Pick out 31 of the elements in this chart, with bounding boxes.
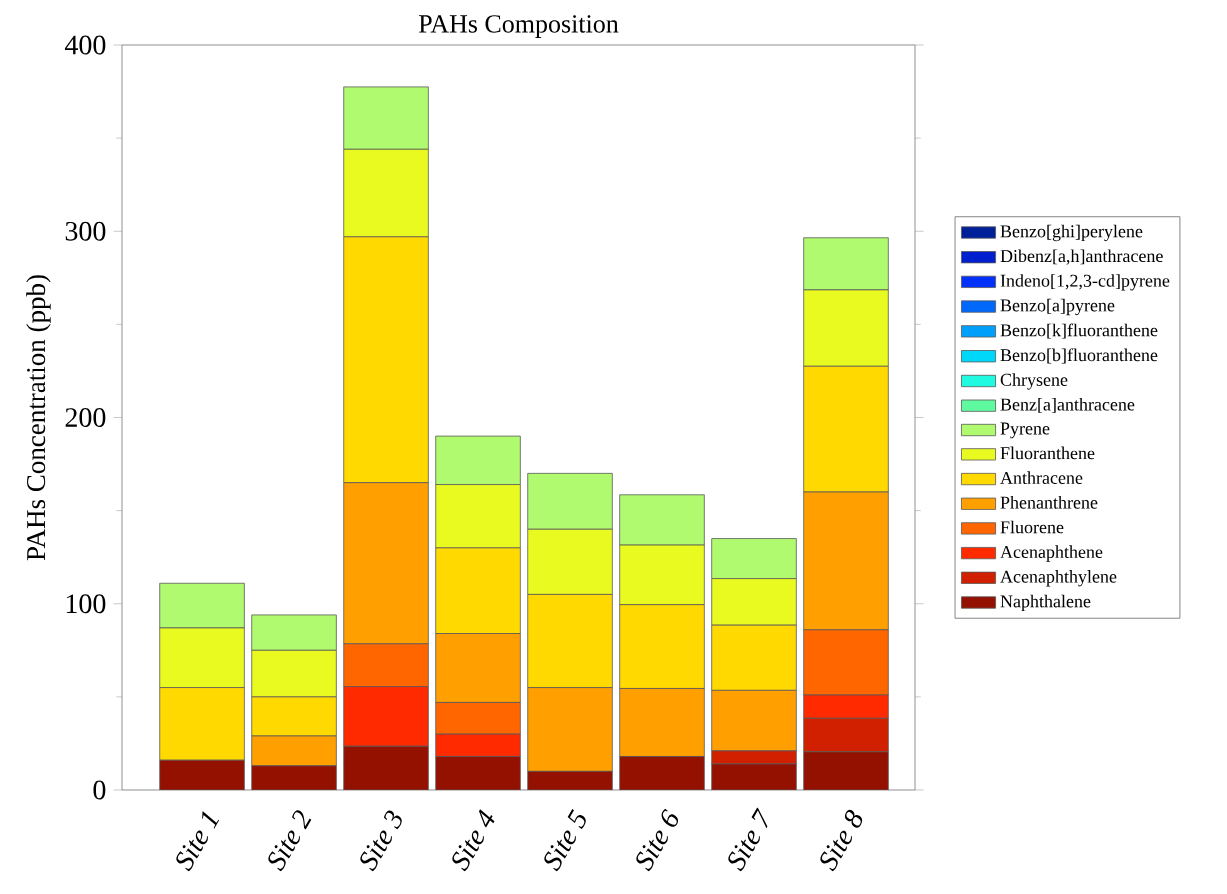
legend-label: Phenanthrene [1000,496,1098,509]
y-tick-label: 400 [64,35,106,55]
legend-label: Acenaphthylene [1000,570,1117,587]
legend-label: Indeno[1,2,3-cd]pyrene [1000,274,1170,291]
legend-label: Benz[a]anthracene [1000,397,1135,413]
legend-label: Chrysene [1000,373,1068,390]
legend-label: Pyrene [1000,422,1050,439]
legend-label: Benzo[k]fluoranthene [1000,323,1158,339]
x-tick-label: Site 5 [544,808,586,872]
legend-label: Benzo[a]pyrene [1000,298,1115,316]
y-tick-label: 0 [93,780,106,800]
legend-label: Fluoranthene [1000,446,1095,460]
x-tick-label: Site 3 [360,810,402,872]
x-tick-label: Site 7 [728,807,768,872]
y-tick-label: 200 [65,408,106,427]
legend-label: Anthracene [1000,471,1083,484]
x-tick-label: Site 1 [176,811,220,872]
y-axis-title: PAHs Concentration (ppb) [26,275,51,561]
legend-label: Benzo[b]fluoranthene [1000,348,1158,364]
legend-label: Acenaphthene [1000,545,1103,562]
x-tick-label: Site 4 [452,809,495,872]
legend-label: Naphthalene [1000,594,1091,612]
legend-label: Fluorene [1000,520,1064,534]
legend-label: Dibenz[a,h]anthracene [1000,249,1163,265]
chart-title: PAHs Composition [418,15,619,38]
legend-label: Benzo[ghi]perylene [1000,224,1143,242]
x-tick-label: Site 2 [268,810,312,872]
y-tick-label: 300 [65,221,106,241]
x-tick-label: Site 8 [820,809,863,872]
y-tick-label: 100 [66,594,106,614]
x-tick-label: Site 6 [636,808,679,872]
